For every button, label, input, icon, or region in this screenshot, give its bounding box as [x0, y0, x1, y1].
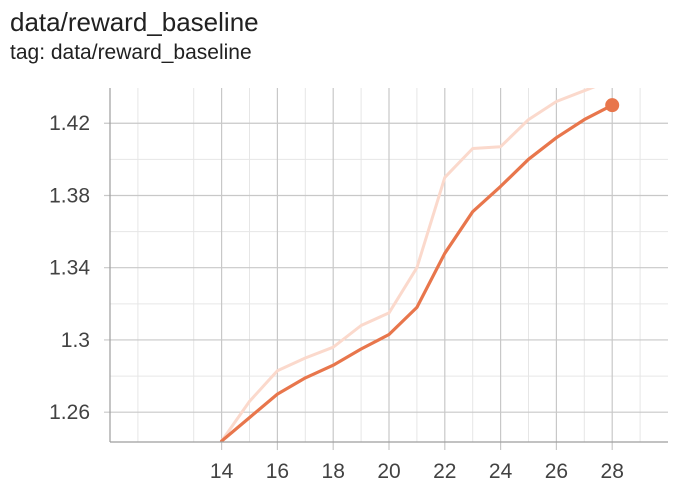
y-tick-label: 1.26	[49, 401, 90, 424]
series-layer	[220, 88, 614, 442]
y-tick-label: 1.3	[61, 329, 90, 352]
y-tick-label: 1.38	[49, 184, 90, 207]
y-tick-label: 1.34	[49, 257, 90, 280]
markers	[605, 98, 620, 113]
chart-title: data/reward_baseline	[10, 7, 259, 37]
x-tick-label: 22	[433, 460, 456, 483]
tick-labels: 14 16 18 20 22 24 26 28 1.26 1.3 1.34 1.38 1.42	[49, 112, 624, 483]
x-tick-label: 26	[545, 460, 568, 483]
x-tick-label: 20	[377, 460, 400, 483]
y-tick-label: 1.42	[49, 112, 90, 135]
chart-tag: tag: data/reward_baseline	[10, 41, 252, 64]
raw-series-line	[220, 88, 596, 442]
last-point-marker	[605, 98, 620, 113]
x-tick-label: 14	[210, 460, 234, 483]
axes	[109, 88, 668, 443]
smoothed-series-line	[220, 103, 614, 442]
x-tick-label: 16	[266, 460, 289, 483]
grid	[104, 88, 668, 450]
x-tick-label: 28	[601, 460, 624, 483]
x-tick-label: 24	[489, 460, 513, 483]
x-tick-label: 18	[322, 460, 345, 483]
